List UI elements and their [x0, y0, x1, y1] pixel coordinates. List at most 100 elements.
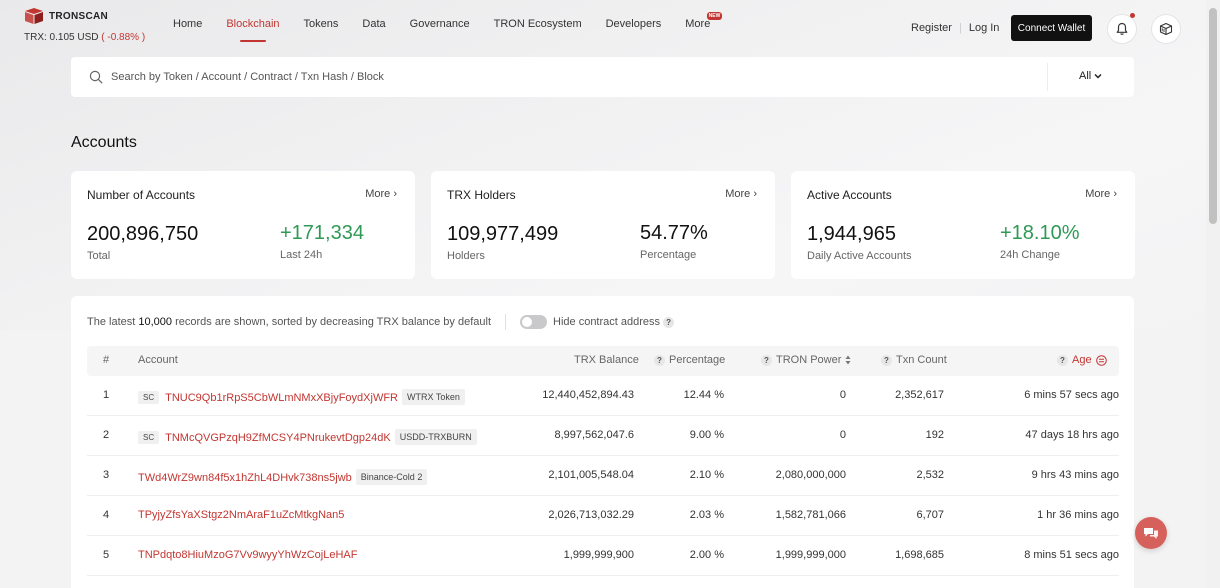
row-age: 47 days 18 hrs ago	[1025, 429, 1119, 441]
main-nav: Home Blockchain Tokens Data Governance T…	[173, 12, 734, 42]
hide-contract-label: Hide contract address	[553, 316, 661, 328]
trx-price-change: ( -0.88% )	[101, 32, 146, 43]
card-main-label: Holders	[447, 250, 485, 262]
row-age: 1 hr 36 mins ago	[1037, 509, 1119, 521]
row-account: TPyjyZfsYaXStgz2NmAraF1uZcMtkgNan5	[138, 509, 344, 521]
row-account: TWd4WrZ9wn84f5x1hZhL4DHvk738ns5jwb Binanc…	[138, 469, 428, 485]
column-header-trx-balance[interactable]: TRX Balance	[574, 354, 639, 366]
column-header-age-label: Age	[1072, 354, 1092, 366]
help-icon[interactable]: ?	[654, 354, 665, 366]
column-header-tron-power[interactable]: ? TRON Power	[761, 354, 851, 366]
row-txn-count: 2,352,617	[895, 389, 944, 401]
row-txn-count: 192	[925, 429, 944, 441]
search-input[interactable]	[111, 69, 1011, 85]
nav-item-developers[interactable]: Developers	[605, 18, 662, 30]
row-txn-count: 6,707	[916, 509, 944, 521]
account-tag[interactable]: USDD-TRXBURN	[394, 429, 477, 445]
search-filter-label: All	[1079, 70, 1092, 82]
account-address-link[interactable]: TPyjyZfsYaXStgz2NmAraF1uZcMtkgNan5	[138, 509, 345, 521]
bell-icon	[1116, 22, 1128, 35]
help-icon[interactable]: ?	[761, 354, 772, 366]
account-tag[interactable]: WTRX Token	[402, 389, 465, 405]
row-percentage: 12.44 %	[683, 389, 724, 401]
card-more-label: More	[725, 188, 751, 200]
nav-item-blockchain[interactable]: Blockchain	[226, 18, 280, 42]
nav-item-home[interactable]: Home	[173, 18, 203, 30]
account-tag[interactable]: Binance-Cold 2	[355, 469, 428, 485]
row-rank: 2	[103, 429, 110, 441]
search-icon	[89, 70, 103, 84]
stat-card-active-accounts: Active Accounts More › 1,944,965 Daily A…	[791, 171, 1135, 279]
column-header-rank: #	[103, 354, 110, 366]
row-percentage: 2.00 %	[689, 549, 724, 561]
page-title: Accounts	[71, 134, 137, 151]
account-address-link[interactable]: TWd4WrZ9wn84f5x1hZhL4DHvk738ns5jwb	[138, 472, 352, 484]
account-address-link[interactable]: TNUC9Qb1rRpS5CbWLmNMxXBjyFoydXjWFR	[165, 392, 398, 404]
register-link[interactable]: Register	[911, 22, 952, 34]
column-header-tron-power-label: TRON Power	[776, 354, 842, 366]
account-address-link[interactable]: TNPdqto8HiuMzoG7Vv9wyyYhWzCojLeHAF	[138, 549, 358, 561]
chevron-right-icon: ›	[753, 188, 757, 200]
row-age: 9 hrs 43 mins ago	[1031, 469, 1119, 481]
column-header-txn-count: ? Txn Count	[881, 354, 947, 366]
help-icon[interactable]: ?	[881, 354, 892, 366]
row-percentage: 9.00 %	[689, 429, 724, 441]
row-account: SC TNUC9Qb1rRpS5CbWLmNMxXBjyFoydXjWFR WTRX…	[138, 389, 465, 405]
table-note-suffix: records are shown, sorted by decreasing …	[175, 316, 492, 328]
stat-card-number-of-accounts: Number of Accounts More › 200,896,750 To…	[71, 171, 415, 279]
row-age: 8 mins 51 secs ago	[1024, 549, 1119, 561]
page-scrollbar[interactable]	[1206, 0, 1220, 588]
tronscan-logo[interactable]: TRONSCAN	[24, 8, 108, 24]
table-row: 3 TWd4WrZ9wn84f5x1hZhL4DHvk738ns5jwb Bina…	[87, 456, 1119, 496]
notification-dot	[1130, 13, 1135, 18]
auth-links: Register | Log In	[911, 22, 999, 34]
column-header-percentage-label: Percentage	[669, 354, 726, 366]
connect-wallet-button[interactable]: Connect Wallet	[1011, 15, 1092, 41]
accounts-table-panel: The latest 10,000 records are shown, sor…	[71, 296, 1134, 588]
nav-item-tron-ecosystem[interactable]: TRON Ecosystem	[493, 18, 582, 30]
table-row: 1 SC TNUC9Qb1rRpS5CbWLmNMxXBjyFoydXjWFR WT…	[87, 376, 1119, 416]
chat-icon	[1144, 528, 1158, 539]
row-txn-count: 1,698,685	[895, 549, 944, 561]
nav-item-more-label: More	[685, 18, 711, 30]
row-account: TNPdqto8HiuMzoG7Vv9wyyYhWzCojLeHAF	[138, 549, 357, 561]
login-link[interactable]: Log In	[968, 22, 1000, 34]
card-title: TRX Holders	[447, 188, 516, 202]
note-divider	[505, 314, 507, 330]
notifications-button[interactable]	[1107, 13, 1137, 44]
card-title: Number of Accounts	[87, 188, 196, 202]
nav-item-tokens[interactable]: Tokens	[303, 18, 339, 30]
card-side-value: 54.77%	[640, 222, 708, 244]
card-more-link[interactable]: More ›	[1085, 188, 1117, 200]
account-address-link[interactable]: TNMcQVGPzqH9ZfMCSY4PNrukevtDgp24dK	[165, 432, 391, 444]
nav-item-data[interactable]: Data	[362, 18, 386, 30]
row-trx-balance: 12,440,452,894.43	[542, 389, 634, 401]
network-switch-button[interactable]	[1151, 14, 1181, 44]
scrollbar-thumb[interactable]	[1209, 8, 1217, 224]
row-tron-power: 0	[839, 429, 846, 441]
card-side-label: 24h Change	[1000, 249, 1060, 261]
column-header-txn-count-label: Txn Count	[896, 354, 947, 366]
table-row: 2 SC TNMcQVGPzqH9ZfMCSY4PNrukevtDgp24dK US…	[87, 416, 1119, 456]
hide-contract-toggle[interactable]	[520, 315, 548, 329]
table-row: 5 TNPdqto8HiuMzoG7Vv9wyyYhWzCojLeHAF 1,9…	[87, 536, 1119, 576]
logo-icon	[25, 8, 43, 24]
nav-item-more[interactable]: More NEW	[685, 12, 723, 30]
search-filter-select[interactable]: All	[1079, 70, 1102, 82]
column-header-age[interactable]: ? Age	[1057, 354, 1107, 366]
table-header: # Account TRX Balance ? Percentage ? TRON …	[87, 346, 1119, 376]
help-icon[interactable]: ?	[663, 316, 675, 328]
search-bar: All	[71, 57, 1134, 97]
nav-item-governance[interactable]: Governance	[409, 18, 470, 30]
row-rank: 5	[103, 549, 110, 561]
row-percentage: 2.03 %	[689, 509, 724, 521]
help-icon[interactable]: ?	[1057, 354, 1068, 366]
card-more-label: More	[1085, 188, 1111, 200]
stat-card-trx-holders: TRX Holders More › 109,977,499 Holders 5…	[431, 171, 775, 279]
smart-contract-badge: SC	[138, 431, 160, 444]
card-more-link[interactable]: More ›	[365, 188, 397, 200]
card-more-link[interactable]: More ›	[725, 188, 757, 200]
support-chat-button[interactable]	[1135, 517, 1167, 549]
table-note-count: 10,000	[138, 316, 173, 328]
card-main-value: 200,896,750	[87, 223, 199, 245]
